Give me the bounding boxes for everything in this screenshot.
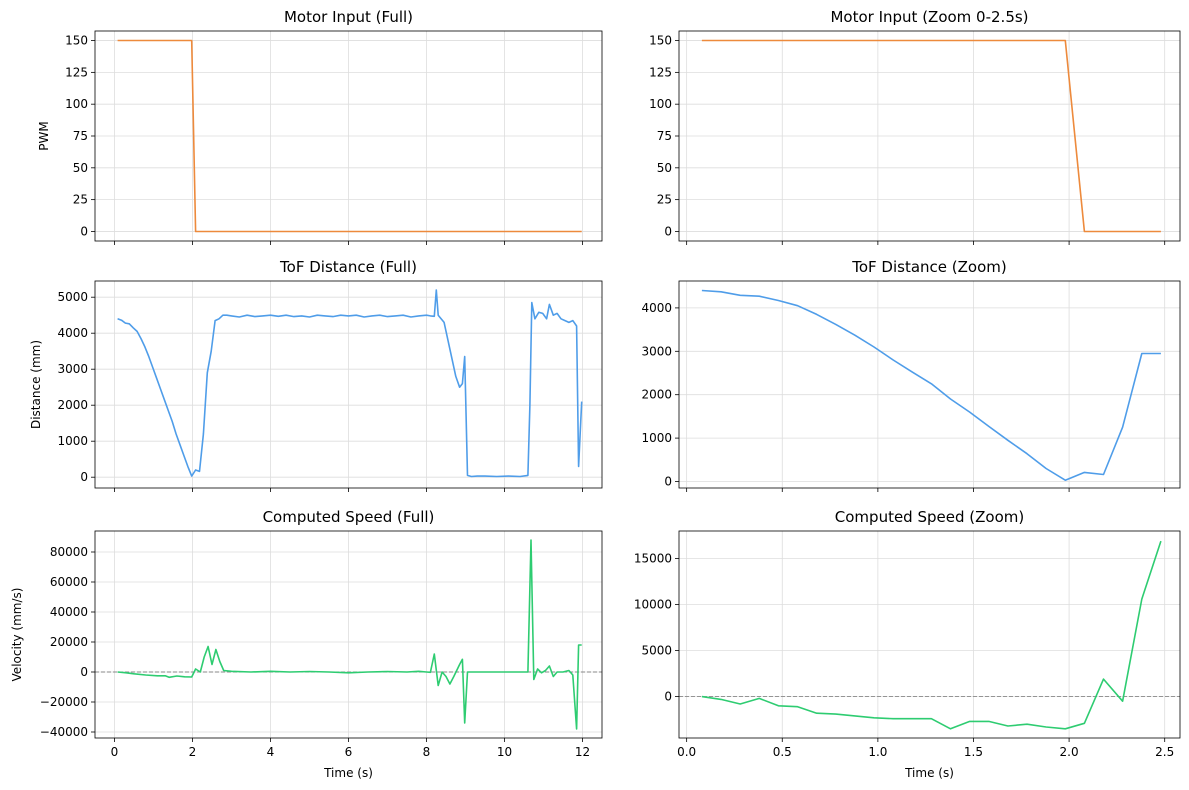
series-line-pwm bbox=[701, 39, 1161, 233]
y-tick-label: 10000 bbox=[634, 598, 672, 612]
y-tick-label: 4000 bbox=[641, 301, 672, 315]
y-tick-label: 25 bbox=[73, 193, 88, 207]
y-tick-label: 0 bbox=[80, 665, 88, 679]
x-axis-label: Time (s) bbox=[904, 766, 954, 780]
x-tick-label: 2 bbox=[189, 745, 197, 759]
y-tick-label: 40000 bbox=[50, 605, 88, 619]
y-tick-label: 0 bbox=[664, 474, 672, 488]
chart-title: ToF Distance (Full) bbox=[279, 258, 417, 276]
y-tick-label: −40000 bbox=[40, 725, 88, 739]
chart-title: ToF Distance (Zoom) bbox=[851, 258, 1007, 276]
y-tick-label: 15000 bbox=[634, 552, 672, 566]
y-axis-label: PWM bbox=[37, 121, 51, 150]
x-axis-label: Time (s) bbox=[323, 766, 373, 780]
y-tick-label: 2000 bbox=[641, 388, 672, 402]
y-tick-label: 80000 bbox=[50, 545, 88, 559]
chart-speed_full: 0 2 4 6 8 10 12 −40000 −20000 0 20000 40000 60000 800… bbox=[10, 508, 603, 780]
y-tick-label: 100 bbox=[649, 97, 672, 111]
y-tick-label: 4000 bbox=[57, 326, 88, 340]
y-tick-label: 75 bbox=[657, 129, 672, 143]
x-tick-label: 12 bbox=[575, 745, 590, 759]
series-line-velocity bbox=[701, 540, 1162, 730]
y-tick-label: 60000 bbox=[50, 575, 88, 589]
y-tick-label: 100 bbox=[65, 97, 88, 111]
y-axis-label: Distance (mm) bbox=[29, 340, 43, 429]
chart-tof_zoom: 0 1000 2000 3000 4000 ToF Distance (Zoom) bbox=[641, 258, 1181, 492]
series-line-distance bbox=[701, 289, 1161, 482]
x-tick-label: 1.5 bbox=[964, 745, 983, 759]
y-tick-label: 150 bbox=[65, 34, 88, 48]
y-tick-label: 25 bbox=[657, 193, 672, 207]
chart-title: Computed Speed (Zoom) bbox=[835, 508, 1024, 526]
chart-speed_zoom: 0.0 0.5 1.0 1.5 2.0 2.5 0 5000 10000 15000 Compute… bbox=[634, 508, 1181, 780]
y-tick-label: 3000 bbox=[57, 362, 88, 376]
axes-frame bbox=[678, 280, 1181, 489]
series-line-velocity bbox=[117, 539, 582, 730]
y-tick-label: 0 bbox=[80, 470, 88, 484]
chart-title: Computed Speed (Full) bbox=[263, 508, 435, 526]
y-tick-label: 2000 bbox=[57, 398, 88, 412]
chart-tof_full: 0 1000 2000 3000 4000 5000 ToF Distance (Full)… bbox=[29, 258, 603, 492]
series-line-pwm bbox=[117, 39, 582, 233]
y-tick-label: 50 bbox=[73, 161, 88, 175]
y-tick-label: 0 bbox=[664, 224, 672, 238]
chart-motor_zoom: 0 25 50 75 100 125 150 Motor Input (Zoom 0-2.5s… bbox=[649, 8, 1181, 245]
y-tick-label: 50 bbox=[657, 161, 672, 175]
x-tick-label: 10 bbox=[497, 745, 512, 759]
y-tick-label: 150 bbox=[649, 34, 672, 48]
y-axis-label: Velocity (mm/s) bbox=[10, 588, 24, 682]
x-tick-label: 6 bbox=[345, 745, 353, 759]
y-tick-label: 1000 bbox=[57, 434, 88, 448]
series-line-distance bbox=[117, 289, 583, 478]
x-tick-label: 1.0 bbox=[868, 745, 887, 759]
chart-title: Motor Input (Zoom 0-2.5s) bbox=[830, 8, 1028, 26]
y-tick-label: 20000 bbox=[50, 635, 88, 649]
y-tick-label: 5000 bbox=[57, 290, 88, 304]
y-tick-label: 0 bbox=[664, 690, 672, 704]
x-tick-label: 0.5 bbox=[773, 745, 792, 759]
axes-frame bbox=[678, 530, 1181, 739]
chart-motor_full: 0 25 50 75 100 125 150 Motor Input (Full) PWM bbox=[37, 8, 603, 245]
x-tick-label: 0 bbox=[111, 745, 119, 759]
x-tick-label: 8 bbox=[423, 745, 431, 759]
y-tick-label: 1000 bbox=[641, 431, 672, 445]
y-tick-label: 125 bbox=[65, 65, 88, 79]
y-tick-label: 125 bbox=[649, 65, 672, 79]
y-tick-label: 75 bbox=[73, 129, 88, 143]
y-tick-label: 0 bbox=[80, 224, 88, 238]
y-tick-label: 5000 bbox=[641, 644, 672, 658]
x-tick-label: 0.0 bbox=[677, 745, 696, 759]
chart-title: Motor Input (Full) bbox=[284, 8, 413, 26]
y-tick-label: 3000 bbox=[641, 344, 672, 358]
y-tick-label: −20000 bbox=[40, 695, 88, 709]
x-tick-label: 4 bbox=[267, 745, 275, 759]
x-tick-label: 2.0 bbox=[1060, 745, 1079, 759]
x-tick-label: 2.5 bbox=[1155, 745, 1174, 759]
